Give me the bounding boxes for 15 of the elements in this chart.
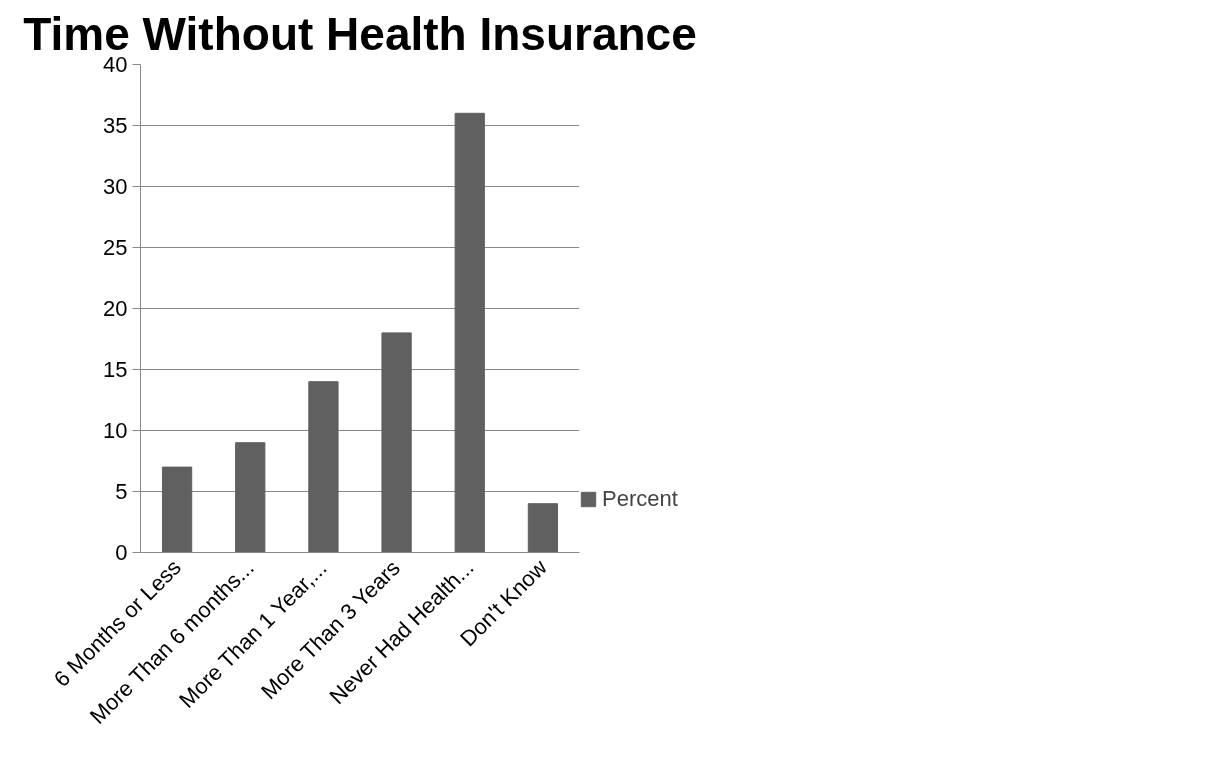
y-tick-label: 35 [103, 113, 128, 138]
y-tick-label: 15 [103, 357, 128, 382]
y-tick-label: 5 [115, 479, 128, 504]
y-tick-label: 20 [103, 296, 128, 321]
bar [454, 112, 485, 553]
bar [161, 466, 193, 553]
legend-label: Percent [602, 486, 678, 512]
bar [235, 442, 266, 553]
y-tick-label: 25 [103, 235, 128, 260]
bar [527, 503, 559, 553]
y-tick-label: 0 [115, 540, 128, 565]
y-tick-label: 30 [103, 174, 128, 199]
y-tick-label: 10 [103, 418, 128, 443]
bar [308, 381, 339, 553]
bar [381, 332, 412, 553]
